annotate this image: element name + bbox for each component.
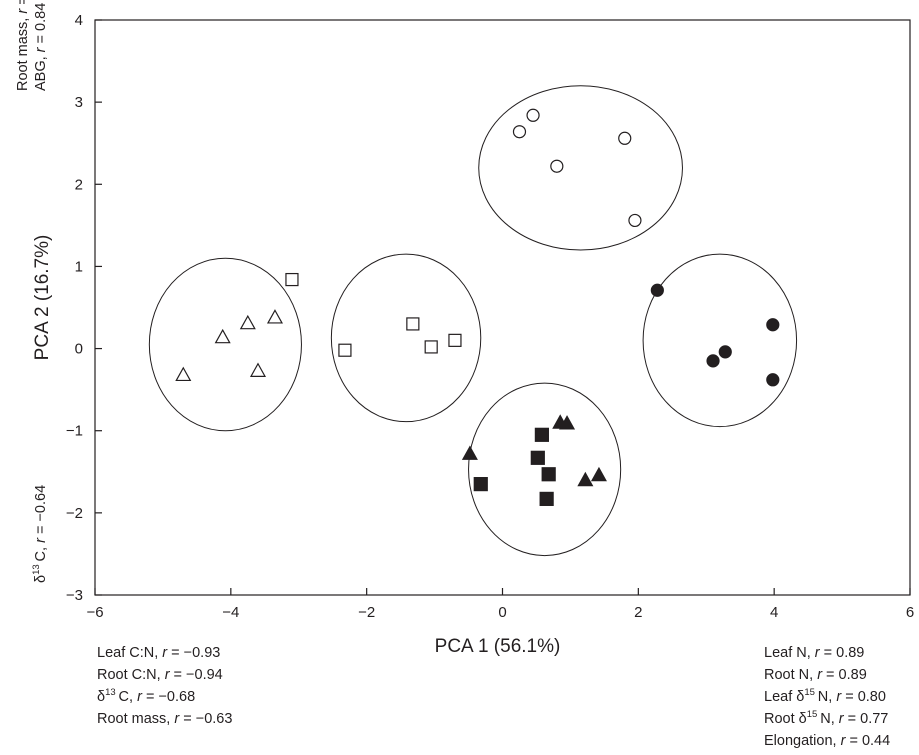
y-tick-label: −1 [66, 423, 83, 440]
filled-triangle-point-3 [559, 415, 576, 430]
filled-square-point-3 [534, 427, 549, 442]
filled-circle-point-5 [766, 373, 780, 387]
filled-triangle-point-5 [590, 466, 607, 482]
cluster-ellipses [148, 85, 798, 557]
filled-circle-point-2 [706, 354, 720, 368]
y-axis-label: PCA 2 (16.7%) [32, 235, 53, 361]
y-tick-label: 4 [75, 12, 83, 29]
x-left-annotation-2: Root C:N, r = −0.94 [97, 667, 223, 683]
x-right-annotation-1: Leaf N, r = 0.89 [764, 645, 864, 661]
filled-square-point-1 [473, 477, 488, 492]
filled-circle-point-3 [718, 345, 732, 359]
x-axis-label: PCA 1 (56.1%) [435, 636, 561, 657]
x-tick-label: −4 [222, 604, 239, 621]
annotations: Root mass, r = 0.53ABG, r = 0.84 δ13 C, r… [15, 0, 890, 749]
open-square-point-3 [406, 317, 420, 331]
x-tick-label: 2 [634, 604, 642, 621]
filled-square-point-2 [530, 450, 545, 465]
x-tick-label: 6 [906, 604, 914, 621]
open-circle-point-5 [628, 213, 642, 228]
y-tick-label: 2 [75, 176, 83, 193]
open-circle-point-2 [526, 108, 540, 122]
plot-frame [94, 19, 911, 596]
y-tick-label: 1 [75, 258, 83, 275]
y-annotation-abg: ABG, r = 0.84 [33, 3, 49, 91]
filled-triangle-point-4 [577, 471, 594, 487]
open-triangle-point-4 [249, 362, 267, 377]
axes: −6 −4 −2 0 2 4 6 −3 −2 −1 0 1 2 3 4 PCA 1 (56.1%) PCA 2 … [32, 12, 914, 657]
open-triangle-point-3 [239, 314, 256, 330]
x-right-annotation-4: Root δ15 N, r = 0.77 [764, 709, 888, 727]
open-circle-point-3 [550, 159, 564, 173]
open-circle-point-4 [618, 131, 632, 145]
cluster-ellipse-4 [642, 253, 798, 428]
filled-square-point-5 [539, 491, 554, 506]
open-square-point-4 [424, 340, 438, 354]
y-tick-label: −2 [66, 505, 83, 522]
open-triangle-point-1 [175, 366, 192, 382]
open-circle-point-1 [512, 125, 527, 139]
y-tick-label: 0 [75, 341, 83, 358]
filled-triangle-point-1 [461, 445, 478, 460]
cluster-ellipse-1 [148, 257, 302, 432]
open-square-point-2 [338, 343, 352, 357]
y-tick-label: 3 [75, 94, 83, 111]
cluster-ellipse-2 [330, 253, 482, 423]
filled-square-point-4 [541, 467, 556, 482]
x-right-annotation-3: Leaf δ15 N, r = 0.80 [764, 687, 886, 705]
cluster-ellipse-3 [478, 85, 683, 251]
x-tick-label: 4 [770, 604, 778, 621]
x-tick-label: −6 [86, 604, 103, 621]
x-left-annotation-3: δ13 C, r = −0.68 [97, 687, 195, 705]
y-annotation-d13c: δ13 C, r = −0.64 [31, 485, 49, 583]
filled-circle-point-1 [650, 283, 664, 297]
x-tick-label: −2 [358, 604, 375, 621]
x-left-annotation-1: Leaf C:N, r = −0.93 [97, 645, 220, 661]
filled-circle-point-4 [766, 318, 780, 332]
open-triangle-point-2 [214, 328, 231, 344]
y-annotation-root-mass: Root mass, r = 0.53 [15, 0, 31, 91]
open-square-point-5 [448, 333, 462, 347]
y-tick-label: −3 [66, 587, 83, 604]
cluster-ellipse-5 [468, 382, 622, 557]
data-points [175, 108, 780, 506]
x-tick-label: 0 [498, 604, 506, 621]
x-left-annotation-4: Root mass, r = −0.63 [97, 711, 232, 727]
open-square-point-1 [285, 272, 299, 287]
open-triangle-point-5 [266, 309, 283, 324]
x-right-annotation-5: Elongation, r = 0.44 [764, 733, 890, 749]
x-right-annotation-2: Root N, r = 0.89 [764, 667, 867, 683]
